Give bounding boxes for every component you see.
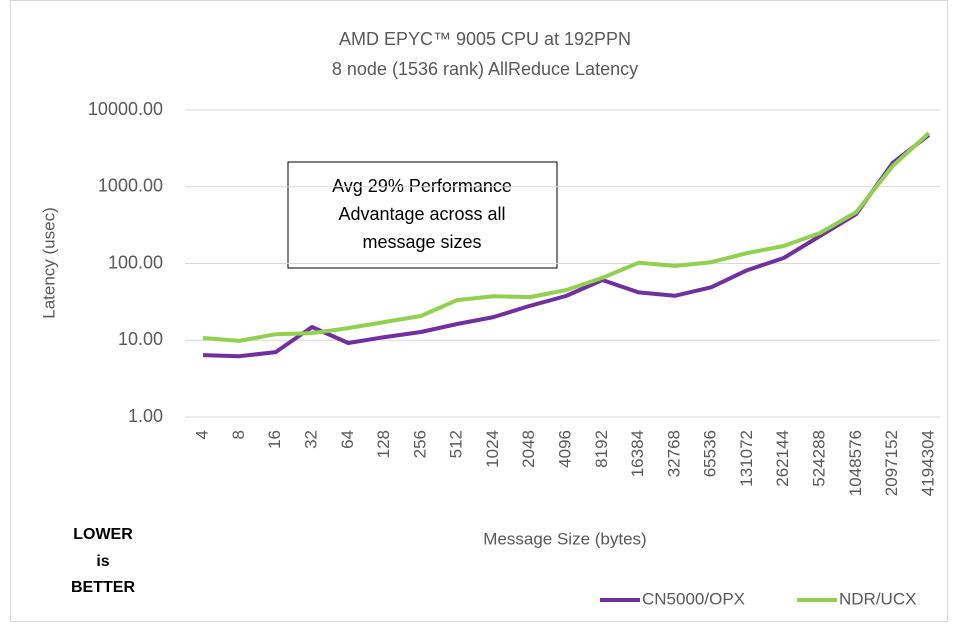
y-tick-label: 10000.00: [88, 99, 163, 119]
annotation: LOWER: [73, 526, 133, 543]
x-tick-label: 131072: [737, 430, 756, 487]
x-tick-label: 64: [338, 430, 357, 449]
legend-label: NDR/UCX: [839, 589, 916, 608]
x-tick-label: 32: [301, 430, 320, 449]
annotation-box: [287, 161, 558, 269]
y-tick-label: 1.00: [128, 406, 163, 426]
x-axis-title: Message Size (bytes): [483, 529, 646, 548]
x-tick-label: 128: [374, 430, 393, 458]
x-tick-label: 65536: [701, 430, 720, 477]
y-tick-label: 1000.00: [98, 176, 163, 196]
y-tick-label: 10.00: [118, 329, 163, 349]
x-tick-label: 32768: [664, 430, 683, 477]
x-tick-label: 16384: [628, 430, 647, 477]
series-line: [202, 131, 931, 343]
annotation: is: [96, 553, 109, 570]
x-tick-label: 524288: [809, 430, 828, 487]
x-tick-label: 4: [193, 430, 212, 439]
chart-title: AMD EPYC™ 9005 CPU at 192PPN: [339, 29, 631, 49]
x-tick-label: 4194304: [918, 430, 937, 496]
annotation: Avg 29% Performance: [332, 176, 512, 196]
annotation: message sizes: [362, 232, 481, 252]
x-tick-label: 2048: [519, 430, 538, 468]
y-tick-label: 100.00: [108, 252, 163, 272]
x-tick-label: 4096: [555, 430, 574, 468]
x-tick-label: 512: [447, 430, 466, 458]
chart-border: [10, 0, 948, 622]
chart-title: 8 node (1536 rank) AllReduce Latency: [332, 59, 638, 79]
x-tick-label: 1024: [483, 430, 502, 468]
x-tick-label: 262144: [773, 430, 792, 487]
legend-label: CN5000/OPX: [642, 589, 745, 608]
annotation: Advantage across all: [338, 204, 505, 224]
x-tick-label: 16: [265, 430, 284, 449]
x-tick-label: 1048576: [846, 430, 865, 496]
x-tick-label: 256: [410, 430, 429, 458]
x-tick-label: 2097152: [882, 430, 901, 496]
x-tick-label: 8: [229, 430, 248, 439]
annotation: BETTER: [71, 579, 135, 596]
y-axis-title: Latency (usec): [39, 207, 58, 319]
x-tick-label: 8192: [592, 430, 611, 468]
